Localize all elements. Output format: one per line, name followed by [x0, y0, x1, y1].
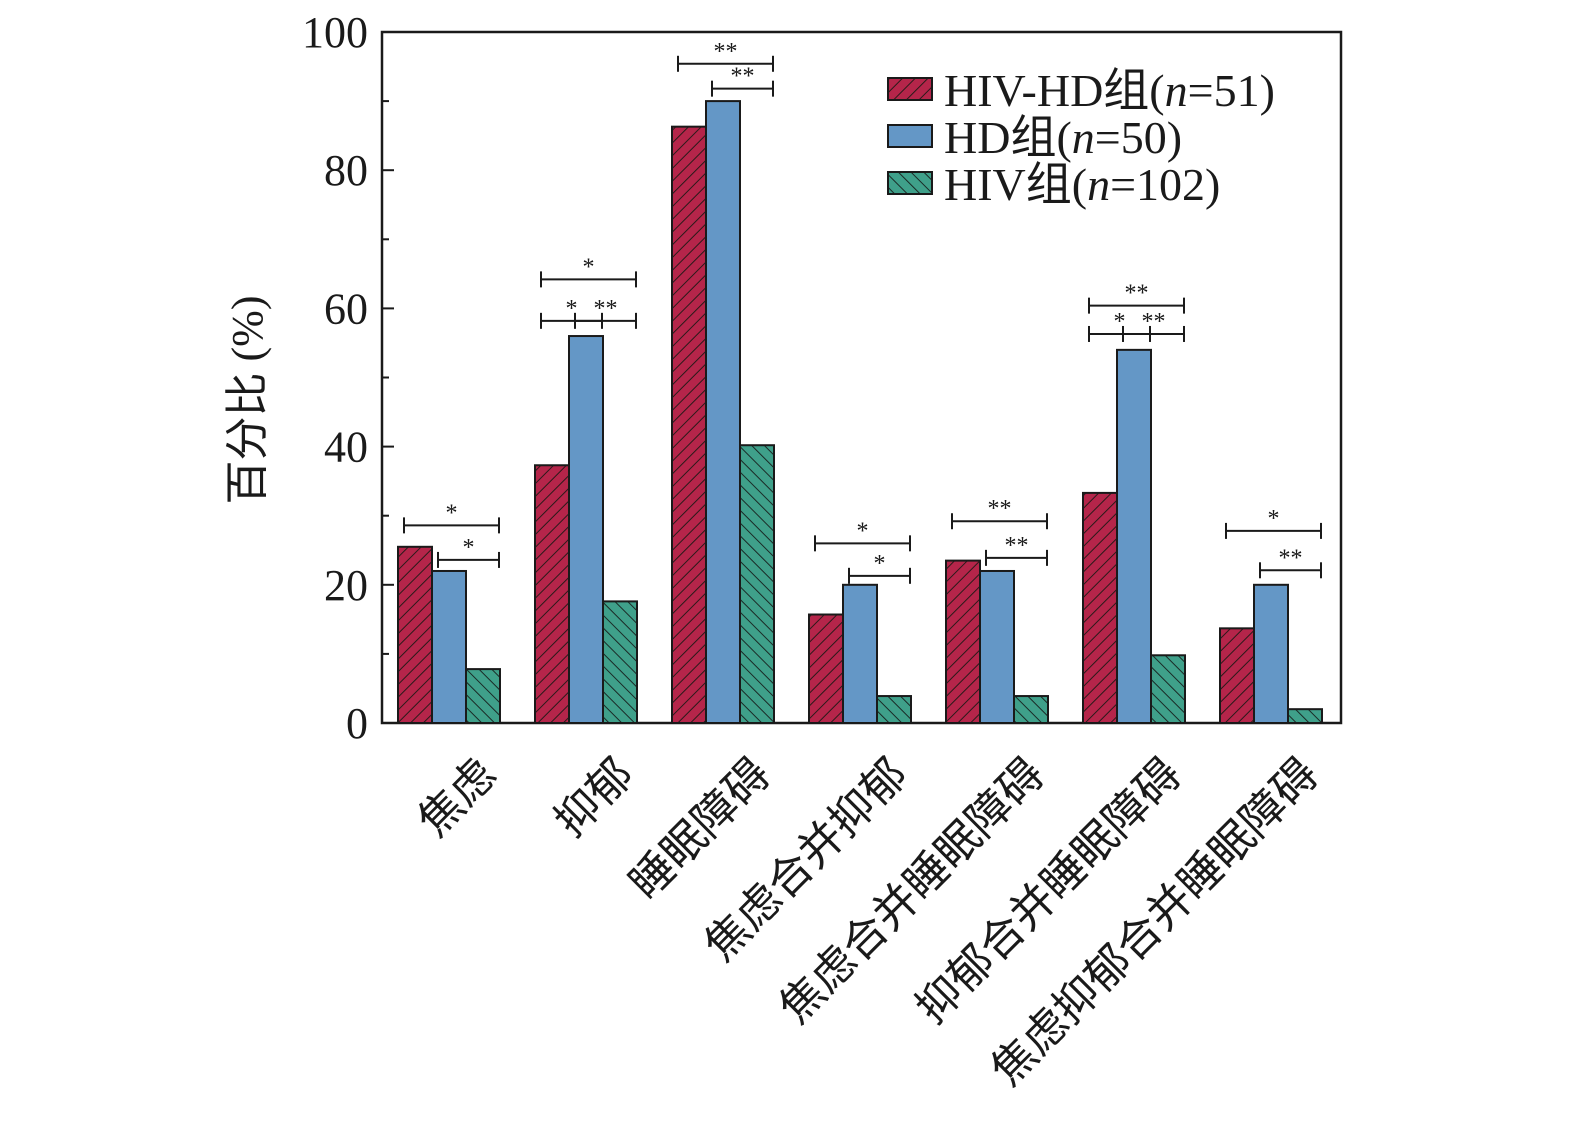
legend-label: HD组(n=50): [944, 112, 1182, 163]
significance-label: *: [463, 535, 475, 561]
bar-hd: [1116, 348, 1152, 724]
significance-bracket: **: [711, 64, 774, 97]
significance-label: **: [731, 64, 755, 90]
legend-swatch: [887, 124, 933, 148]
significance-label: *: [1268, 506, 1280, 532]
legend-swatch: [887, 77, 933, 101]
significance-bracket: **: [574, 296, 637, 329]
significance-group: **** *************** *****: [403, 39, 1322, 584]
bar-hiv-hd: [1219, 627, 1255, 725]
significance-label: **: [1279, 545, 1303, 571]
bar-hiv-hd: [671, 125, 707, 725]
x-tick-label: 焦虑: [409, 749, 506, 846]
significance-bracket: **: [985, 533, 1048, 566]
significance-bracket: *: [848, 551, 911, 584]
significance-label: **: [1005, 533, 1029, 559]
significance-bracket: **: [951, 496, 1048, 530]
bar-hd: [705, 100, 741, 725]
bar-hiv-hd: [1082, 491, 1118, 724]
y-tick-label: 100: [302, 8, 368, 57]
bar-hiv: [739, 444, 775, 724]
y-axis-label: 百分比 (%): [223, 296, 272, 505]
significance-bracket: *: [437, 535, 500, 568]
bar-hiv-hd: [534, 464, 570, 724]
x-tick-label: 抑郁合并睡眠障碍: [907, 749, 1191, 1033]
bar-hd: [1253, 583, 1289, 724]
legend-label: HIV-HD组(n=51): [944, 65, 1275, 116]
bar-hd: [979, 569, 1015, 724]
bar-hiv: [876, 695, 912, 725]
significance-bracket: **: [1259, 545, 1322, 579]
bar-hd: [431, 569, 467, 724]
significance-bracket: **: [1088, 281, 1185, 314]
significance-label: **: [714, 39, 738, 65]
significance-bracket: *: [403, 500, 500, 534]
y-tick-label: 0: [346, 699, 368, 748]
significance-label: *: [583, 254, 595, 280]
bar-hiv: [1150, 654, 1186, 724]
y-tick-label: 40: [324, 423, 368, 472]
bar-hiv: [1013, 695, 1049, 725]
legend-label: HIV组(n=102): [944, 159, 1220, 210]
x-tick-label: 抑郁: [546, 749, 643, 846]
bars-group: [397, 100, 1323, 725]
legend: HIV-HD组(n=51)HD组(n=50)HIV组(n=102): [887, 65, 1275, 210]
y-tick-label: 20: [324, 561, 368, 610]
significance-label: *: [874, 551, 886, 577]
significance-label: *: [857, 518, 869, 544]
bar-hd: [842, 583, 878, 724]
bar-hiv-hd: [945, 559, 981, 724]
legend-swatch: [887, 171, 933, 195]
y-axis: 0 20 40 60 80 100: [302, 8, 394, 748]
bar-hiv: [602, 600, 638, 724]
bar-hiv: [465, 668, 501, 724]
significance-bracket: **: [1122, 309, 1185, 342]
significance-bracket: *: [540, 254, 637, 288]
bar-hiv-hd: [808, 613, 844, 724]
significance-bracket: *: [814, 518, 911, 552]
significance-bracket: **: [677, 39, 774, 72]
bar-hiv: [1287, 708, 1323, 724]
significance-bracket: *: [1225, 506, 1322, 539]
significance-label: **: [1142, 309, 1166, 335]
significance-label: *: [446, 500, 458, 526]
y-tick-label: 80: [324, 146, 368, 195]
bar-hd: [568, 335, 604, 724]
significance-label: **: [594, 296, 618, 322]
x-tick-label: 焦虑合并睡眠障碍: [770, 749, 1054, 1033]
bar-hiv-hd: [397, 545, 433, 724]
significance-label: **: [1125, 281, 1149, 307]
y-tick-label: 60: [324, 284, 368, 333]
significance-label: **: [988, 496, 1012, 522]
